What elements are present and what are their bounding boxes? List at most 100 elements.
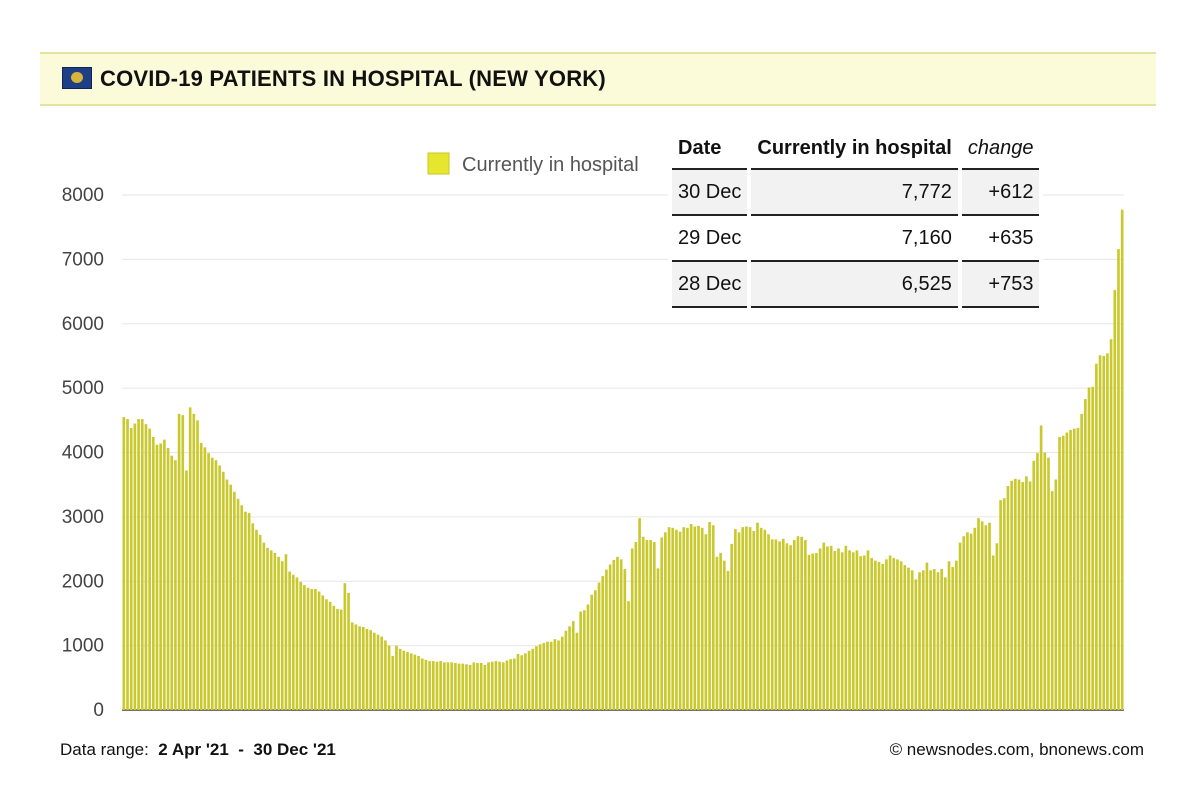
bar	[1095, 363, 1098, 710]
table-row: 28 Dec 6,525 +753	[672, 262, 1040, 308]
bar	[483, 664, 487, 710]
bar	[829, 545, 833, 710]
bar	[258, 534, 262, 710]
bar	[306, 587, 310, 710]
bar	[734, 529, 737, 710]
bar	[778, 541, 781, 710]
bar	[745, 526, 748, 710]
bar	[133, 423, 137, 710]
bar	[837, 548, 840, 710]
bar	[833, 550, 837, 710]
bar	[667, 527, 671, 710]
bar	[148, 428, 151, 710]
bar	[991, 555, 995, 710]
bar	[914, 579, 918, 710]
bar	[999, 500, 1002, 710]
bar	[612, 560, 616, 710]
credit-text: © newsnodes.com, bnonews.com	[889, 740, 1144, 759]
bar	[726, 570, 730, 710]
title-bar: COVID-19 PATIENTS IN HOSPITAL (NEW YORK)	[40, 52, 1156, 106]
bar	[398, 648, 402, 710]
bar	[804, 540, 807, 710]
bar	[1069, 429, 1072, 710]
bar	[446, 662, 450, 710]
y-tick-label: 6000	[62, 314, 104, 335]
data-range-end: 30 Dec '21	[253, 740, 336, 759]
bar	[630, 548, 634, 710]
bar	[538, 644, 542, 710]
bar	[409, 653, 413, 710]
row-value: 7,160	[751, 216, 958, 262]
bar	[1076, 428, 1080, 710]
bar	[671, 527, 675, 710]
bar	[321, 595, 325, 710]
bar	[465, 664, 468, 710]
bar-chart: 0 1000 2000 3000 4000 5000 6000 7000 8000 Current…	[62, 152, 1124, 721]
bar	[490, 661, 494, 710]
bar	[756, 522, 759, 710]
bar	[811, 553, 815, 710]
bar	[247, 513, 251, 710]
bar	[122, 417, 126, 710]
bar	[605, 569, 608, 710]
bar	[579, 611, 582, 710]
bar	[995, 543, 999, 710]
bar	[1036, 453, 1039, 710]
bar	[177, 413, 181, 710]
bar	[932, 569, 936, 710]
bar	[877, 561, 881, 710]
bar	[822, 542, 826, 710]
bar	[741, 527, 745, 710]
bar	[314, 588, 317, 710]
bar	[652, 541, 656, 710]
bar	[262, 542, 266, 710]
bar	[549, 641, 553, 710]
bar	[815, 552, 818, 710]
bar	[1109, 339, 1113, 710]
chart-card: COVID-19 PATIENTS IN HOSPITAL (NEW YORK)…	[40, 52, 1158, 774]
bar	[568, 626, 571, 710]
table-header-date: Date	[672, 130, 748, 170]
bar	[704, 534, 708, 710]
table-header-row: Date Currently in hospital change	[672, 130, 1040, 170]
bar	[384, 640, 387, 710]
bar	[910, 570, 914, 710]
bar	[966, 532, 969, 710]
bar	[1102, 355, 1106, 710]
bar	[862, 555, 866, 710]
bar	[700, 527, 704, 710]
bar	[273, 552, 277, 710]
bar	[542, 643, 546, 710]
bar	[1032, 460, 1036, 710]
bar	[977, 518, 980, 710]
bar	[221, 471, 225, 710]
bar	[439, 661, 442, 710]
bar	[420, 658, 424, 710]
bar	[649, 540, 652, 710]
row-date: 28 Dec	[672, 262, 748, 308]
bar	[255, 529, 258, 710]
bar	[796, 536, 800, 710]
bar	[641, 536, 645, 710]
bar	[527, 650, 531, 710]
bar	[767, 534, 770, 710]
bar	[244, 511, 247, 710]
bar	[881, 563, 885, 710]
bar	[387, 645, 391, 710]
bar	[505, 660, 509, 710]
bar	[513, 658, 516, 710]
bar	[1083, 399, 1087, 710]
bar	[277, 556, 280, 710]
bar	[730, 543, 733, 710]
bar	[616, 556, 619, 710]
bar	[431, 661, 435, 710]
bar	[450, 662, 454, 710]
bar	[693, 526, 697, 710]
bar	[759, 527, 763, 710]
bar	[196, 420, 199, 710]
bar	[417, 655, 420, 710]
bar	[874, 560, 877, 710]
bar	[1113, 289, 1117, 710]
bar	[229, 484, 232, 710]
bar	[1043, 452, 1047, 710]
